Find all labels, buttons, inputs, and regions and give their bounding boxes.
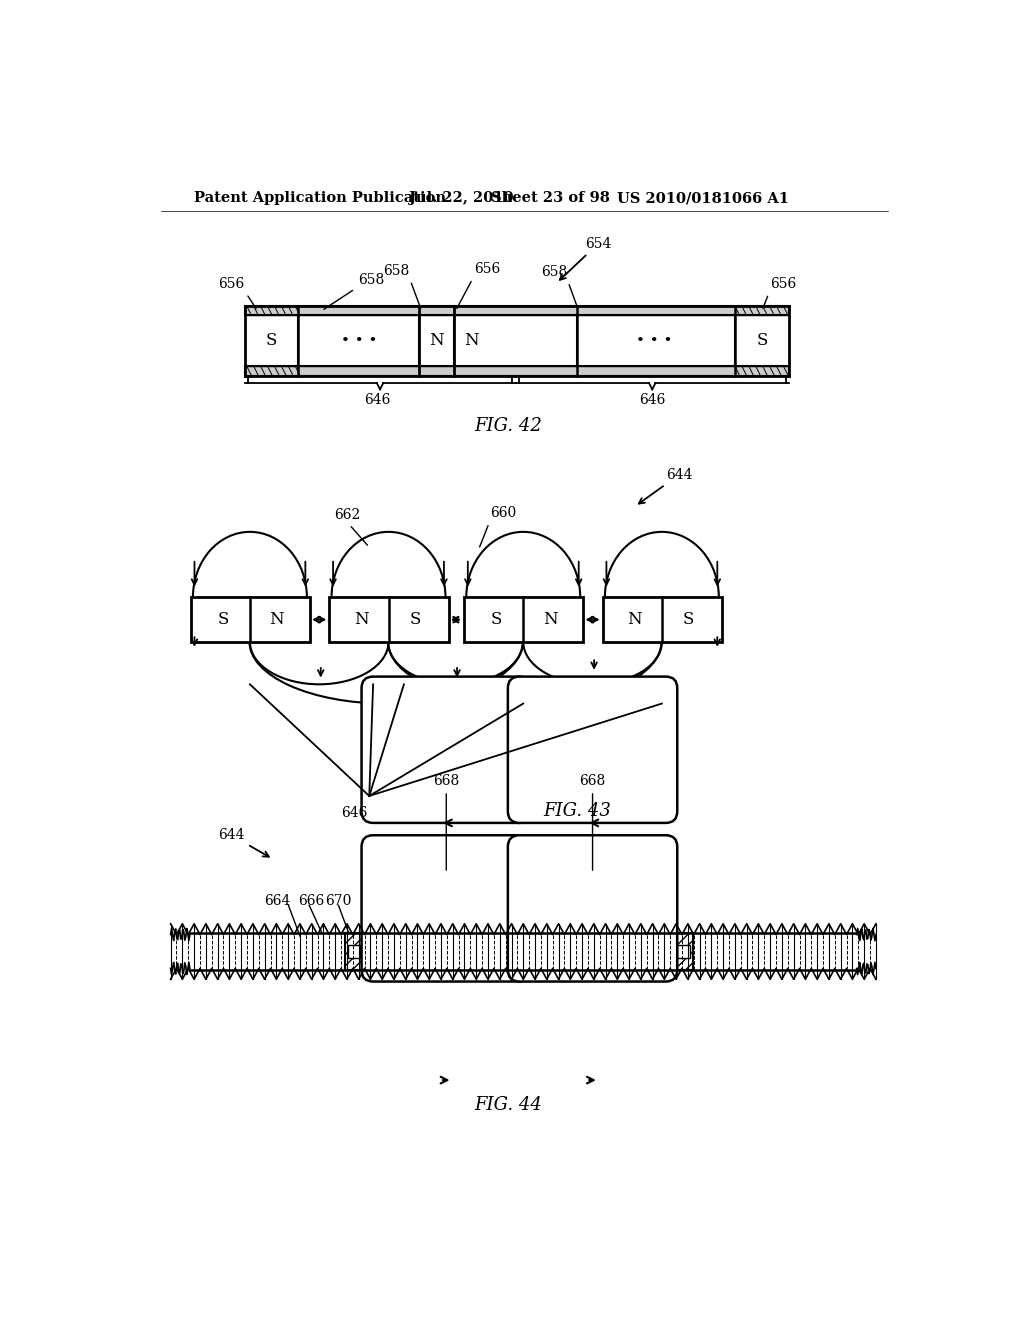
Text: S: S — [410, 611, 421, 628]
Bar — [245, 306, 788, 315]
Bar — [330, 597, 449, 642]
Text: FIG. 42: FIG. 42 — [474, 417, 542, 436]
Text: 660: 660 — [479, 507, 516, 546]
Text: 646: 646 — [364, 393, 390, 407]
Text: Sheet 23 of 98: Sheet 23 of 98 — [490, 191, 610, 206]
Text: N: N — [464, 333, 479, 350]
Bar — [677, 945, 689, 958]
Bar — [190, 597, 310, 642]
Bar — [506, 933, 524, 970]
Text: • • •: • • • — [341, 334, 378, 348]
Bar — [674, 933, 692, 970]
Text: S: S — [217, 611, 228, 628]
Text: S: S — [266, 333, 278, 350]
Bar — [345, 933, 364, 970]
Text: S: S — [683, 611, 694, 628]
Text: 656: 656 — [457, 263, 501, 309]
Text: Jul. 22, 2010: Jul. 22, 2010 — [410, 191, 514, 206]
Text: US 2010/0181066 A1: US 2010/0181066 A1 — [617, 191, 790, 206]
Text: 664: 664 — [264, 895, 290, 908]
Text: N: N — [269, 611, 285, 628]
Text: 644: 644 — [218, 828, 269, 857]
Bar — [464, 597, 584, 642]
FancyBboxPatch shape — [508, 836, 677, 982]
Text: 662: 662 — [334, 508, 368, 545]
Text: 658: 658 — [324, 273, 384, 309]
Text: N: N — [354, 611, 369, 628]
Text: S: S — [757, 333, 768, 350]
FancyBboxPatch shape — [361, 836, 531, 982]
Text: N: N — [628, 611, 642, 628]
Bar — [509, 945, 521, 958]
Text: FIG. 43: FIG. 43 — [543, 803, 611, 820]
Text: S: S — [490, 611, 502, 628]
Text: 666: 666 — [298, 895, 325, 908]
Text: N: N — [543, 611, 557, 628]
Bar — [602, 597, 722, 642]
Text: • • •: • • • — [636, 334, 673, 348]
Text: 668: 668 — [580, 775, 605, 870]
Text: N: N — [429, 333, 443, 350]
Text: 656: 656 — [218, 277, 256, 309]
Text: 668: 668 — [433, 775, 460, 870]
Text: 646: 646 — [639, 393, 665, 407]
Text: 670: 670 — [326, 895, 352, 908]
Text: 658: 658 — [383, 264, 421, 309]
Bar — [348, 945, 360, 958]
Text: 644: 644 — [639, 467, 692, 504]
Text: 646: 646 — [341, 807, 367, 820]
Text: 658: 658 — [541, 265, 578, 309]
FancyBboxPatch shape — [361, 677, 531, 822]
Text: FIG. 44: FIG. 44 — [474, 1097, 542, 1114]
FancyBboxPatch shape — [508, 677, 677, 822]
Bar — [245, 367, 788, 376]
Text: 656: 656 — [763, 277, 796, 309]
Text: 654: 654 — [560, 236, 611, 280]
Text: Patent Application Publication: Patent Application Publication — [194, 191, 445, 206]
